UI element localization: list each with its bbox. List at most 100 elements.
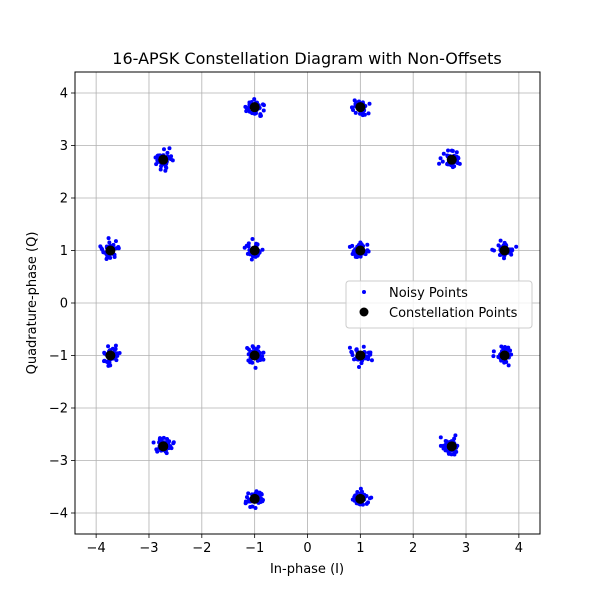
constellation-point — [355, 350, 366, 361]
noisy-point — [106, 236, 111, 241]
noisy-point — [502, 360, 507, 365]
noisy-point — [450, 165, 455, 170]
noisy-point — [114, 358, 119, 363]
noisy-point — [247, 100, 252, 105]
noisy-point — [108, 363, 113, 368]
noisy-point — [506, 363, 511, 368]
noisy-point — [246, 358, 251, 363]
noisy-point — [359, 361, 364, 366]
y-tick-label: −3 — [49, 454, 68, 469]
y-tick-label: −2 — [49, 402, 68, 417]
noisy-point — [347, 345, 352, 350]
noisy-point — [253, 505, 258, 510]
y-tick-label: 1 — [60, 244, 68, 259]
noisy-point — [360, 113, 365, 118]
noisy-point — [171, 440, 176, 445]
noisy-point — [250, 360, 255, 365]
constellation-point — [158, 441, 169, 452]
noisy-point — [453, 433, 458, 438]
legend-noisy-marker — [362, 290, 366, 294]
constellation-point — [499, 245, 510, 256]
noisy-point — [261, 357, 266, 362]
noisy-point — [170, 158, 175, 163]
grid-lines — [75, 72, 540, 534]
constellation-point — [355, 102, 366, 113]
noisy-point — [165, 150, 170, 155]
noisy-point — [260, 247, 265, 252]
noisy-point — [358, 240, 363, 245]
noisy-point — [104, 359, 109, 364]
noisy-point — [242, 245, 247, 250]
noisy-point — [254, 489, 259, 494]
noisy-point — [250, 344, 255, 349]
noisy-point — [243, 499, 248, 504]
noisy-point — [250, 237, 255, 242]
noisy-point — [169, 154, 174, 159]
noisy-point — [256, 344, 261, 349]
noisy-point — [454, 150, 459, 155]
y-tick-label: −4 — [49, 507, 68, 522]
legend: Noisy Points Constellation Points — [345, 280, 533, 329]
constellation-point — [249, 493, 260, 504]
noisy-point — [358, 254, 363, 259]
noisy-point — [509, 352, 514, 357]
noisy-point — [167, 146, 172, 151]
noisy-point — [365, 242, 370, 247]
noisy-point — [113, 343, 118, 348]
noisy-point — [158, 167, 163, 172]
noisy-point — [491, 248, 496, 253]
noisy-point — [367, 101, 372, 106]
constellation-point — [355, 493, 366, 504]
x-tick-label: 2 — [409, 541, 417, 556]
y-axis-ticks: −4 −3 −2 −1 0 1 2 3 4 — [49, 87, 75, 522]
noisy-point — [252, 97, 257, 102]
noisy-point — [106, 344, 111, 349]
y-axis-label: Quadrature-phase (Q) — [25, 232, 40, 375]
noisy-point — [350, 243, 355, 248]
noisy-point — [107, 240, 112, 245]
x-tick-label: 0 — [303, 541, 311, 556]
noisy-point — [498, 238, 503, 243]
noisy-point — [261, 108, 266, 113]
noisy-point — [502, 345, 507, 350]
noisy-point — [250, 504, 255, 509]
noisy-point — [99, 246, 104, 251]
noisy-point — [369, 358, 374, 363]
y-tick-label: −1 — [49, 349, 68, 364]
x-tick-label: −1 — [245, 541, 264, 556]
noisy-point — [253, 365, 258, 370]
x-tick-label: −2 — [192, 541, 211, 556]
noisy-point — [253, 111, 258, 116]
x-tick-label: 4 — [515, 541, 523, 556]
y-tick-label: 3 — [60, 139, 68, 154]
noisy-point — [491, 349, 496, 354]
noisy-point — [105, 255, 110, 260]
noisy-point — [514, 244, 519, 249]
constellation-point — [446, 154, 457, 165]
noisy-point — [438, 435, 443, 440]
noisy-point — [352, 357, 357, 362]
constellation-point — [446, 441, 457, 452]
noisy-point — [114, 246, 119, 251]
noisy-point — [117, 351, 122, 356]
constellation-points-series — [105, 102, 510, 504]
y-tick-label: 0 — [60, 297, 68, 312]
noisy-point — [361, 344, 366, 349]
noisy-point — [366, 500, 371, 505]
noisy-point — [367, 496, 372, 501]
noisy-point — [356, 365, 361, 370]
legend-constellation-label: Constellation Points — [389, 306, 518, 321]
noisy-point — [351, 108, 356, 112]
x-tick-label: 3 — [462, 541, 470, 556]
noisy-point — [449, 148, 454, 153]
noisy-point — [446, 148, 451, 153]
noisy-point — [443, 439, 448, 444]
noisy-point — [353, 254, 358, 259]
constellation-point — [105, 245, 116, 256]
x-tick-label: 1 — [356, 541, 364, 556]
y-tick-label: 4 — [60, 87, 68, 102]
legend-constellation-marker — [359, 307, 369, 317]
noisy-point — [354, 347, 359, 352]
